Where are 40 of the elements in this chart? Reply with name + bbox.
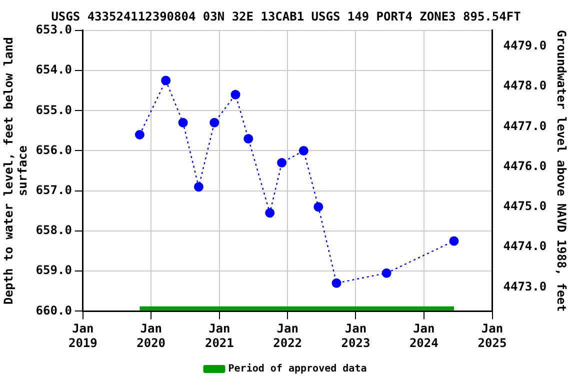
x-tick-label: Jan 2019 — [68, 322, 98, 350]
point — [194, 182, 204, 192]
x-tick-label: Jan 2023 — [341, 322, 370, 350]
y-tick-label: 659.0 — [36, 263, 72, 278]
y-tick-label: 656.0 — [36, 142, 72, 157]
point — [298, 146, 308, 156]
point — [161, 76, 171, 86]
point — [382, 268, 392, 278]
point — [277, 158, 287, 168]
x-tick-label: Jan 2022 — [273, 322, 302, 350]
y-tick-label: 653.0 — [36, 22, 72, 37]
y-tick-label: 654.0 — [36, 62, 72, 77]
point — [314, 202, 324, 212]
y-tick-label: 658.0 — [36, 223, 72, 238]
point — [134, 130, 144, 140]
y2-tick-label: 4476.0 — [503, 158, 547, 173]
y-axis-title: Depth to water level, feet below land surface — [1, 37, 30, 304]
x-tick-label: Jan 2021 — [204, 322, 234, 350]
legend-label: Period of approved data — [228, 362, 367, 375]
y2-tick-label: 4477.0 — [503, 118, 547, 133]
point — [178, 118, 188, 128]
point — [332, 278, 342, 288]
y-tick-label: 655.0 — [36, 102, 72, 117]
y2-tick-label: 4474.0 — [503, 239, 547, 254]
point — [210, 118, 220, 128]
point — [449, 236, 459, 246]
y-tick-label: 660.0 — [36, 303, 72, 318]
point — [244, 134, 254, 144]
y2-tick-label: 4475.0 — [503, 199, 547, 214]
point — [230, 90, 240, 100]
x-tick-label: Jan 2025 — [478, 322, 507, 350]
x-tick-label: Jan 2020 — [136, 322, 166, 350]
y2-tick-label: 4473.0 — [503, 279, 547, 294]
y-tick-label: 657.0 — [36, 182, 72, 197]
y2-axis-title: Groundwater level above NAVD 1988, feet — [554, 30, 569, 312]
y2-tick-label: 4479.0 — [503, 38, 547, 53]
chart-title: USGS 433524112390804 03N 32E 13CAB1 USGS 149 PORT4 ZONE3 895.54FT — [51, 9, 521, 24]
point — [265, 208, 275, 218]
y2-tick-label: 4478.0 — [503, 78, 547, 93]
x-tick-label: Jan 2024 — [409, 322, 438, 350]
